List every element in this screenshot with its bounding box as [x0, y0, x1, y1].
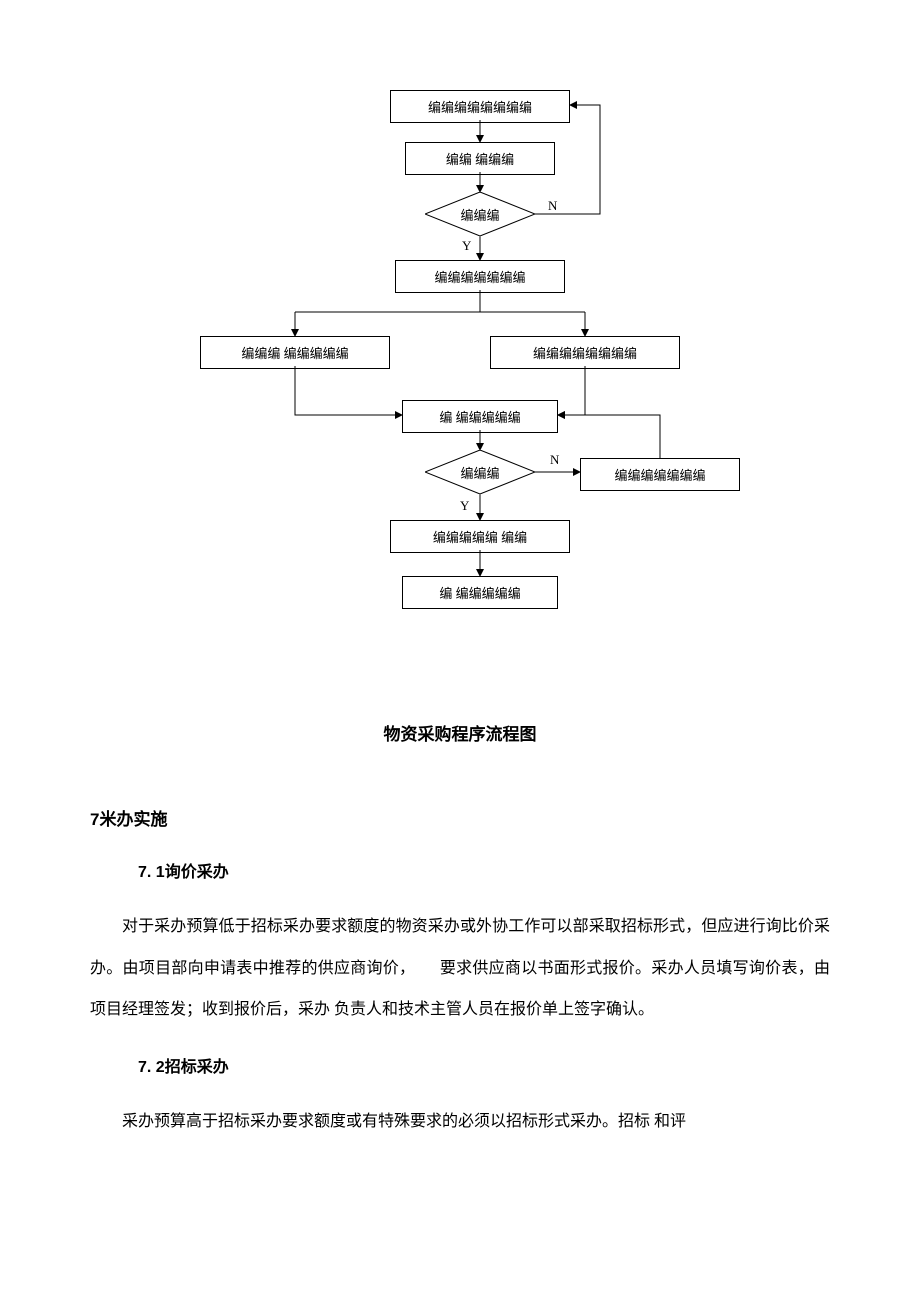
para-7-2: 采办预算高于招标采办要求额度或有特殊要求的必须以招标形式采办。招标 和评 — [90, 1101, 830, 1143]
heading-7-1: 7. 1询价采办 — [138, 858, 830, 882]
para-7-1: 对于采办预算低于招标采办要求额度的物资采办或外协工作可以部采取招标形式，但应进行… — [90, 906, 830, 1031]
document-page: 编编编编编编编编 编编 编编编 编编编 编编编编编编编 编编编 编编编编编 编编… — [0, 0, 920, 1224]
flowchart-caption: 物资采购程序流程图 — [90, 720, 830, 745]
heading-7: 7米办实施 — [90, 805, 830, 830]
flowchart: 编编编编编编编编 编编 编编编 编编编 编编编编编编编 编编编 编编编编编 编编… — [180, 80, 740, 680]
heading-7-2: 7. 2招标采办 — [138, 1053, 830, 1077]
flow-edges — [180, 80, 740, 640]
